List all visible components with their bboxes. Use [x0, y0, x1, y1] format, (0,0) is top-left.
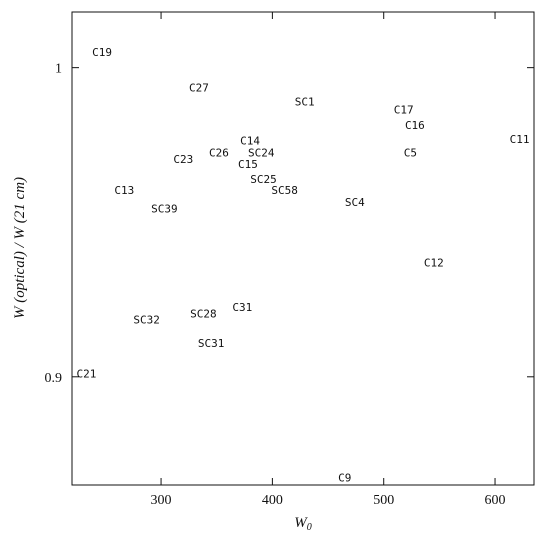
x-axis-label-subscript: 0 [307, 522, 312, 533]
y-axis-label: W (optical) / W (21 cm) [12, 177, 28, 319]
x-tick-label: 400 [262, 493, 283, 508]
point-label: C17 [394, 103, 414, 116]
y-tick-label: 0.9 [45, 371, 63, 386]
plot-frame [71, 11, 535, 486]
point-label: C14 [240, 134, 260, 147]
axis-ticks: 300 400 500 600 0.9 1 [45, 12, 534, 508]
point-label: SC28 [190, 307, 217, 320]
point-label: C21 [77, 368, 97, 381]
point-label: C16 [405, 119, 425, 132]
x-tick-label: 600 [485, 493, 506, 508]
point-label: C9 [338, 471, 351, 484]
point-label: C31 [232, 301, 252, 314]
y-tick-label: 1 [55, 62, 62, 77]
point-label: C5 [404, 147, 417, 160]
point-label: C15 [238, 158, 258, 171]
x-axis-label-main: W [294, 515, 308, 531]
x-axis-label: W0 [294, 515, 312, 533]
point-label: C11 [510, 133, 530, 146]
point-label: SC25 [250, 173, 277, 186]
point-label: C12 [424, 256, 444, 269]
point-label: SC4 [345, 196, 365, 209]
point-label: C26 [209, 147, 229, 160]
point-label: SC39 [151, 202, 178, 215]
point-label: C27 [189, 82, 209, 95]
point-label: C23 [173, 153, 193, 166]
point-label: C19 [92, 46, 112, 59]
point-label: SC24 [248, 147, 275, 160]
point-label: SC58 [271, 184, 298, 197]
point-label: SC32 [133, 314, 160, 327]
x-tick-label: 300 [151, 493, 172, 508]
point-label: SC1 [295, 96, 315, 109]
point-label: SC31 [198, 337, 225, 350]
x-tick-label: 500 [373, 493, 394, 508]
point-label: C13 [114, 184, 134, 197]
